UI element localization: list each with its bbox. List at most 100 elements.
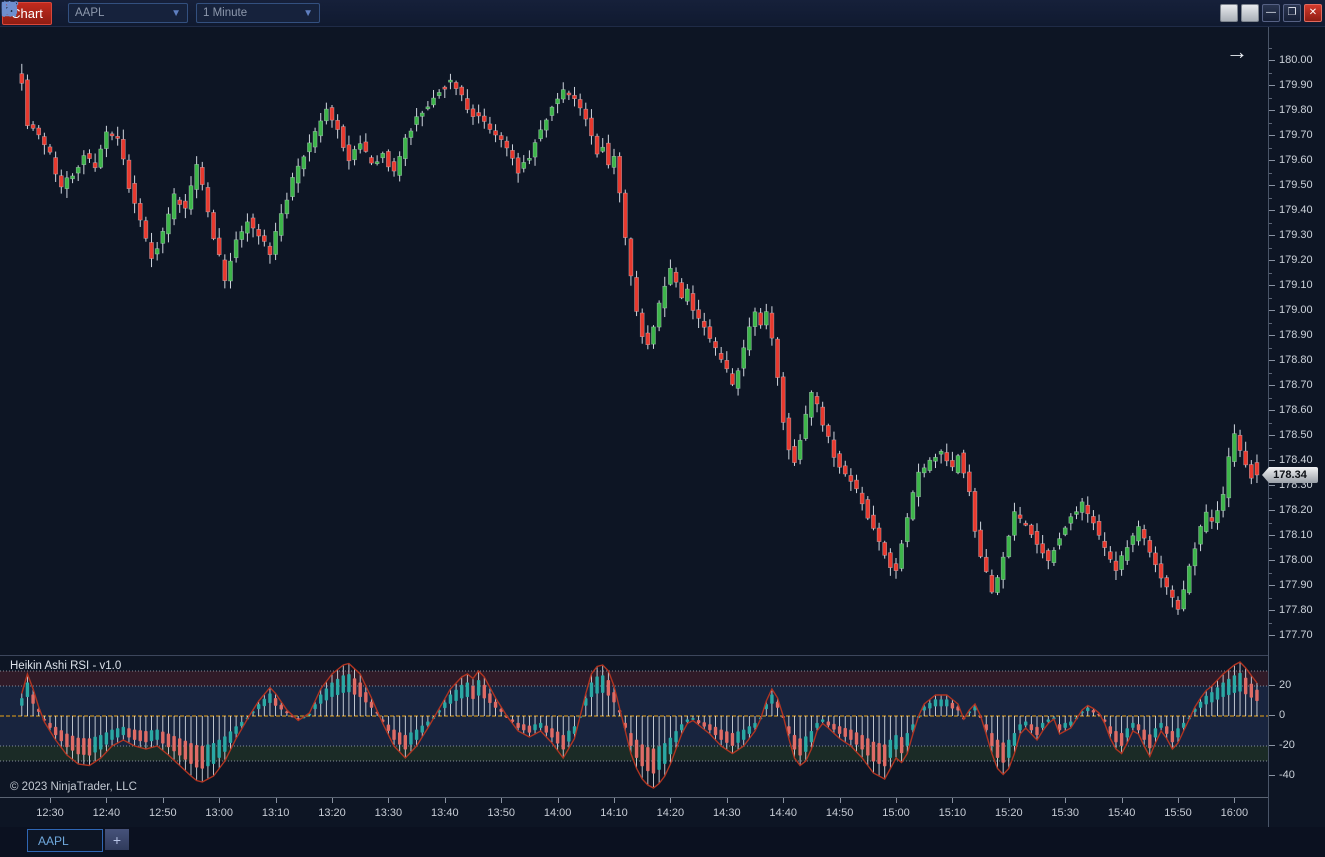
time-tick-label: 14:50 <box>825 807 854 819</box>
time-tick-label: 14:20 <box>656 807 685 819</box>
price-minor-tick <box>1269 272 1272 274</box>
price-tick <box>1269 485 1275 486</box>
rsi-indicator-panel[interactable]: Heikin Ashi RSI - v1.0 © 2023 NinjaTrade… <box>0 655 1268 797</box>
price-tick <box>1269 460 1275 461</box>
price-tick-label: 178.60 <box>1279 404 1313 416</box>
price-minor-tick <box>1269 47 1272 49</box>
document-tab-bar: AAPL + <box>0 827 1325 857</box>
cursor-button[interactable] <box>4 0 470 23</box>
price-minor-tick <box>1269 147 1272 149</box>
time-tick <box>444 798 446 803</box>
time-tick <box>1234 798 1236 803</box>
link-button[interactable] <box>1241 4 1259 22</box>
price-tick <box>1269 210 1275 211</box>
zoom-out-button[interactable] <box>2 1 441 23</box>
tab-aapl[interactable]: AAPL <box>27 829 103 852</box>
rsi-tick <box>1269 685 1275 686</box>
price-tick-label: 178.90 <box>1279 329 1313 341</box>
properties-icon <box>2 2 16 16</box>
time-tick <box>162 798 164 803</box>
price-minor-tick <box>1269 322 1272 324</box>
data-box-button[interactable] <box>2 1 499 23</box>
time-tick <box>670 798 672 803</box>
rsi-tick-label: 20 <box>1279 679 1292 691</box>
drawing-tools-button[interactable] <box>3 1 383 23</box>
price-minor-tick <box>1269 522 1272 524</box>
go-to-last-bar-button[interactable]: → <box>1226 39 1248 64</box>
time-tick <box>614 798 615 803</box>
properties-button[interactable] <box>2 2 644 23</box>
interval-selector[interactable]: 1 Minute ▼ <box>196 3 320 23</box>
strategies-button[interactable] <box>1 1 586 23</box>
time-tick <box>219 798 221 803</box>
price-minor-tick <box>1269 347 1272 349</box>
price-tick <box>1269 585 1275 586</box>
chart-trader-button[interactable] <box>1 2 528 23</box>
time-tick <box>1008 798 1010 803</box>
time-tick-label: 15:20 <box>995 807 1023 819</box>
interval-label: 1 Minute <box>203 7 248 19</box>
time-tick <box>952 798 954 803</box>
price-minor-tick <box>1269 372 1272 374</box>
price-tick-label: 178.80 <box>1279 354 1313 366</box>
price-tick-label: 178.00 <box>1279 554 1313 566</box>
price-minor-tick <box>1269 297 1272 299</box>
time-tick-label: 13:40 <box>431 807 459 819</box>
price-minor-tick <box>1269 72 1272 74</box>
time-tick <box>783 798 785 803</box>
time-tick-label: 15:40 <box>1107 807 1136 819</box>
price-tick <box>1269 510 1275 511</box>
time-tick-label: 13:50 <box>487 807 515 819</box>
price-tick-label: 179.10 <box>1279 279 1313 291</box>
price-tick <box>1269 335 1275 336</box>
price-tick-label: 178.40 <box>1279 454 1313 466</box>
price-minor-tick <box>1269 547 1272 549</box>
time-tick-label: 13:20 <box>318 807 346 819</box>
price-tick <box>1269 310 1275 311</box>
time-tick <box>726 798 728 803</box>
price-tick-label: 179.80 <box>1279 104 1313 116</box>
price-tick-label: 179.70 <box>1279 129 1313 141</box>
price-tick <box>1269 160 1275 161</box>
time-tick-label: 13:00 <box>205 807 233 819</box>
price-tick <box>1269 110 1275 111</box>
price-axis[interactable]: 178.34 180.00 179.90 179.80 179.70 179.60 179… <box>1262 27 1325 827</box>
price-minor-tick <box>1269 222 1272 224</box>
price-tick <box>1269 410 1275 411</box>
chart-style-button[interactable] <box>1 1 354 23</box>
price-tick-label: 177.80 <box>1279 604 1313 616</box>
time-tick <box>388 798 390 803</box>
price-tick <box>1269 185 1275 186</box>
chevron-down-icon: ▼ <box>303 7 313 19</box>
zoom-in-button[interactable] <box>2 1 412 23</box>
instrument-selector[interactable]: AAPL ▼ <box>68 3 188 23</box>
time-tick <box>106 798 108 803</box>
price-minor-tick <box>1269 447 1272 449</box>
maximize-button[interactable]: ❐ <box>1283 4 1301 22</box>
time-axis[interactable]: 12:30 12:40 12:50 13:00 13:10 13:20 13:30 13:40… <box>0 797 1268 827</box>
price-tick <box>1269 60 1275 61</box>
price-chart-plot[interactable]: → <box>0 27 1268 655</box>
time-tick-label: 15:50 <box>1164 807 1192 819</box>
pin-button[interactable] <box>1220 4 1238 22</box>
time-tick-label: 14:10 <box>600 807 628 819</box>
time-tick <box>50 798 51 803</box>
price-tick-label: 179.00 <box>1279 304 1313 316</box>
close-button[interactable]: ✕ <box>1304 4 1322 22</box>
time-tick <box>839 798 841 803</box>
price-tick <box>1269 385 1275 386</box>
add-tab-button[interactable]: + <box>105 829 129 850</box>
time-tick <box>896 798 897 803</box>
indicators-button[interactable] <box>1 1 557 23</box>
price-minor-tick <box>1269 572 1272 574</box>
instrument-label: AAPL <box>75 7 105 19</box>
price-minor-tick <box>1269 122 1272 124</box>
price-tick-label: 177.70 <box>1279 629 1313 641</box>
price-tick <box>1269 560 1275 561</box>
time-tick-label: 12:40 <box>92 807 121 819</box>
price-minor-tick <box>1269 597 1272 599</box>
time-tick-label: 14:30 <box>713 807 741 819</box>
snapshot-button[interactable] <box>1 1 615 23</box>
time-tick <box>557 798 559 803</box>
minimize-button[interactable]: — <box>1262 4 1280 22</box>
